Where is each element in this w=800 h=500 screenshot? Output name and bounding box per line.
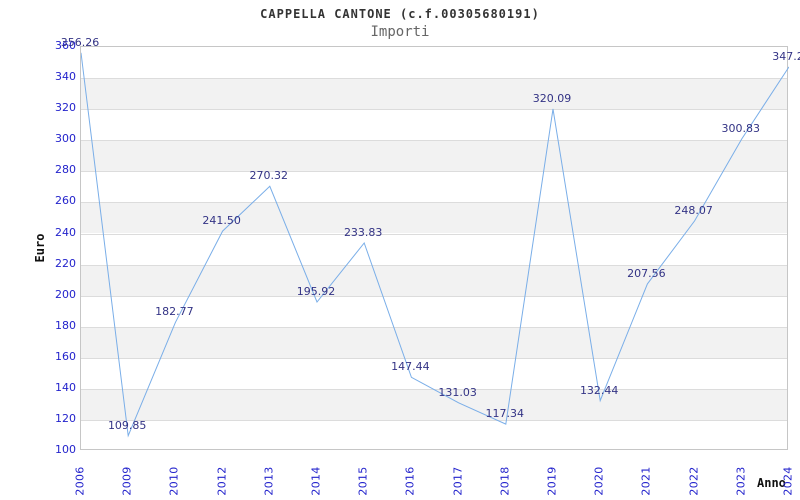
data-point-label: 347.2 bbox=[772, 49, 800, 63]
x-axis-tick-label: 2019 bbox=[545, 466, 559, 496]
x-axis-tick-label: 2018 bbox=[498, 466, 512, 496]
data-point-label: 207.56 bbox=[627, 266, 666, 280]
plot-band bbox=[81, 140, 787, 172]
y-axis-tick-label: 100 bbox=[55, 443, 76, 456]
y-axis-tick-label: 180 bbox=[55, 318, 76, 332]
gridline bbox=[81, 295, 787, 297]
data-point-label: 233.83 bbox=[343, 226, 383, 239]
y-axis-tick-label: 200 bbox=[55, 287, 76, 301]
x-axis-tick-label: 2022 bbox=[687, 466, 701, 496]
y-axis-tick-label: 160 bbox=[55, 349, 76, 363]
y-axis-tick-label: 120 bbox=[55, 411, 76, 425]
x-axis-tick-label: 2013 bbox=[262, 466, 276, 496]
plot-area bbox=[80, 46, 789, 450]
data-point-label: 248.07 bbox=[674, 203, 713, 217]
data-point-label: 195.92 bbox=[296, 285, 336, 298]
plot-band bbox=[81, 326, 787, 358]
data-point-label: 117.34 bbox=[485, 407, 525, 421]
chart-subtitle: Importi bbox=[370, 24, 430, 40]
data-point-label: 356.26 bbox=[60, 35, 100, 49]
gridline bbox=[81, 264, 787, 266]
data-point-label: 241.50 bbox=[202, 214, 241, 228]
y-axis-tick-label: 320 bbox=[55, 101, 76, 115]
x-axis-tick-label: 2014 bbox=[309, 466, 323, 496]
y-axis-tick-label: 220 bbox=[55, 256, 76, 270]
data-point-label: 270.32 bbox=[249, 169, 289, 183]
x-axis-tick-label: 2010 bbox=[167, 466, 181, 496]
gridline bbox=[81, 326, 787, 328]
line-series bbox=[81, 52, 789, 438]
y-axis-tick-label: 360 bbox=[55, 39, 76, 52]
x-axis-tick-label: 2006 bbox=[73, 466, 87, 496]
gridline bbox=[81, 78, 787, 80]
chart-title: CAPPELLA CANTONE (c.f.00305680191) bbox=[260, 7, 540, 21]
gridline bbox=[81, 140, 787, 142]
y-axis-tick-label: 280 bbox=[55, 163, 76, 177]
gridline bbox=[81, 202, 787, 204]
gridline bbox=[81, 233, 787, 235]
y-axis-tick-label: 340 bbox=[55, 70, 76, 84]
data-point-label: 132.44 bbox=[579, 383, 619, 397]
x-axis-tick-label: 2023 bbox=[734, 466, 748, 496]
data-point-label: 131.03 bbox=[438, 385, 477, 399]
data-point-label: 300.83 bbox=[721, 121, 761, 135]
x-axis-tick-label: 2015 bbox=[356, 466, 370, 496]
plot-band bbox=[81, 388, 787, 420]
x-axis-tick-label: 2024 bbox=[781, 466, 795, 496]
x-axis-tick-label: 2009 bbox=[120, 466, 134, 496]
x-axis-tick-label: 2021 bbox=[639, 466, 653, 496]
data-point-label: 147.44 bbox=[391, 360, 430, 374]
plot-band bbox=[81, 264, 787, 296]
x-axis-tick-label: 2017 bbox=[451, 466, 465, 496]
x-axis-tick-label: 2020 bbox=[592, 466, 606, 496]
x-axis-title: Anno bbox=[757, 476, 786, 490]
y-axis-tick-label: 260 bbox=[55, 194, 76, 208]
plot-band bbox=[81, 78, 787, 110]
data-point-label: 320.09 bbox=[532, 92, 572, 105]
x-axis-tick-label: 2012 bbox=[215, 466, 229, 496]
x-axis-tick-label: 2016 bbox=[403, 466, 417, 496]
gridline bbox=[81, 109, 787, 111]
y-axis-tick-label: 300 bbox=[55, 132, 76, 146]
y-axis-tick-label: 240 bbox=[55, 225, 76, 239]
gridline bbox=[81, 357, 787, 359]
data-point-label: 182.77 bbox=[155, 305, 194, 319]
gridline bbox=[81, 171, 787, 173]
plot-band bbox=[81, 202, 787, 234]
data-point-label: 109.85 bbox=[107, 418, 147, 432]
y-axis-tick-label: 140 bbox=[55, 380, 76, 394]
gridline bbox=[81, 419, 787, 421]
